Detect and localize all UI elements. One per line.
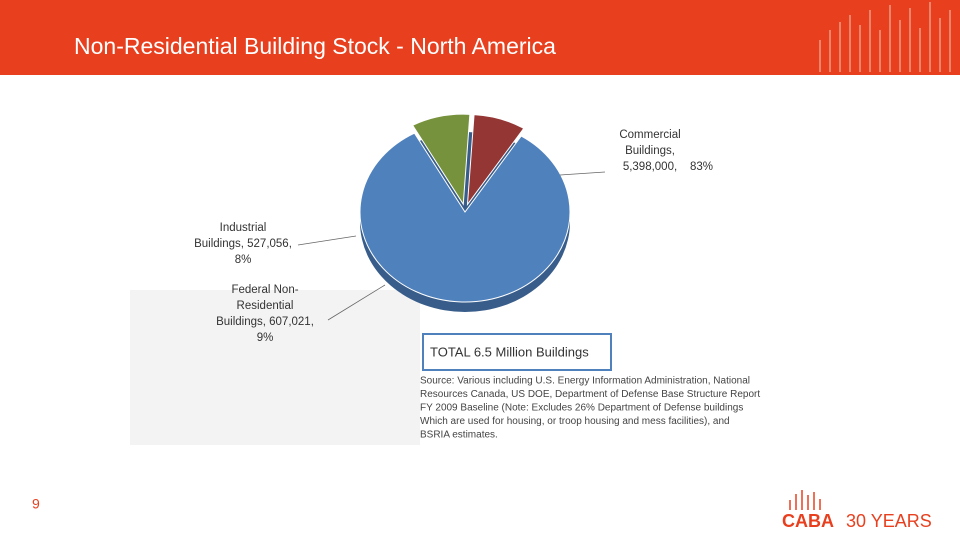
logo-mark (789, 490, 821, 510)
slice-label: Buildings, 607,021, (216, 316, 314, 328)
pie-slice (411, 113, 471, 206)
slide-title: Non-Residential Building Stock - North A… (74, 33, 556, 59)
leader-line (327, 284, 386, 321)
slice-value-label: 8% (235, 254, 252, 266)
slice-label: Residential (237, 300, 294, 312)
header-bar (0, 0, 960, 75)
pie-slice (466, 114, 525, 207)
source-note: Resources Canada, US DOE, Department of … (420, 389, 760, 400)
leader-line (297, 235, 357, 246)
slice-label: Buildings, (625, 145, 675, 157)
slice-value-label: 83% (690, 161, 713, 173)
total-label: TOTAL 6.5 Million Buildings (430, 344, 589, 359)
source-note: BSRIA estimates. (420, 430, 498, 441)
background-panel (130, 290, 420, 445)
total-box (422, 333, 612, 371)
slice-label: 5,398,000, (623, 161, 677, 173)
leader-line (559, 171, 606, 176)
slice-label: Commercial (619, 129, 680, 141)
pie-slice (359, 132, 571, 303)
slice-value-label: 9% (257, 332, 274, 344)
slice-label: Federal Non- (231, 284, 298, 296)
logo-name: CABA (782, 511, 834, 531)
header-pattern (819, 2, 951, 72)
source-note: Source: Various including U.S. Energy In… (420, 376, 750, 387)
slice-label: Buildings, 527,056, (194, 238, 292, 250)
source-note: Which are used for housing, or troop hou… (420, 416, 730, 427)
source-note: FY 2009 Baseline (Note: Excludes 26% Dep… (420, 403, 743, 414)
page-number: 9 (32, 496, 40, 512)
logo-tagline: 30 YEARS (846, 511, 932, 531)
slice-label: Industrial (220, 222, 267, 234)
